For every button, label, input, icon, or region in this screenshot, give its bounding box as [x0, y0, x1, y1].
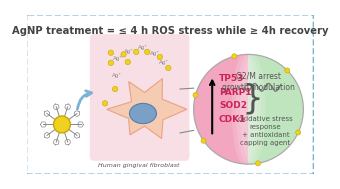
FancyBboxPatch shape — [90, 34, 189, 161]
Text: Ag⁺: Ag⁺ — [159, 60, 169, 65]
Text: Ag⁺: Ag⁺ — [124, 48, 135, 54]
Text: oxidative stress
response
+ antioxidant
capping agent: oxidative stress response + antioxidant … — [238, 116, 293, 146]
Text: AgNP treatment = ≤ 4 h ROS stress while ≥ 4h recovery: AgNP treatment = ≤ 4 h ROS stress while … — [12, 26, 328, 36]
FancyBboxPatch shape — [27, 15, 313, 174]
FancyArrowPatch shape — [210, 81, 215, 133]
Text: Ag⁺: Ag⁺ — [138, 45, 148, 50]
Text: CDK1: CDK1 — [219, 115, 246, 124]
Circle shape — [108, 50, 114, 55]
Circle shape — [201, 138, 206, 143]
FancyArrowPatch shape — [78, 91, 91, 109]
Circle shape — [121, 52, 126, 57]
Circle shape — [166, 65, 171, 71]
Circle shape — [113, 86, 118, 92]
Circle shape — [134, 49, 139, 55]
Wedge shape — [249, 54, 303, 164]
Circle shape — [53, 116, 70, 133]
Text: TP53: TP53 — [219, 74, 244, 83]
Text: Ag⁺: Ag⁺ — [150, 51, 160, 56]
Polygon shape — [107, 79, 187, 139]
Circle shape — [108, 60, 114, 66]
Circle shape — [102, 101, 108, 106]
Text: G2/M arrest
growth modulation: G2/M arrest growth modulation — [222, 71, 295, 92]
Circle shape — [232, 54, 237, 59]
Ellipse shape — [232, 54, 257, 164]
Circle shape — [157, 54, 163, 60]
Circle shape — [193, 93, 198, 98]
Circle shape — [125, 59, 131, 65]
Text: Human gingival fibroblast: Human gingival fibroblast — [98, 163, 180, 168]
Text: SOD2: SOD2 — [219, 101, 247, 110]
Text: PARP1: PARP1 — [219, 88, 252, 97]
Circle shape — [255, 161, 260, 166]
Text: Ag⁺: Ag⁺ — [112, 73, 122, 78]
Text: }: } — [243, 83, 263, 116]
Text: Ag⁺: Ag⁺ — [113, 56, 123, 61]
Ellipse shape — [240, 54, 266, 164]
Ellipse shape — [236, 54, 261, 164]
Wedge shape — [194, 54, 249, 164]
Circle shape — [296, 130, 301, 135]
Ellipse shape — [130, 103, 156, 124]
Circle shape — [144, 49, 150, 55]
Circle shape — [285, 68, 290, 73]
